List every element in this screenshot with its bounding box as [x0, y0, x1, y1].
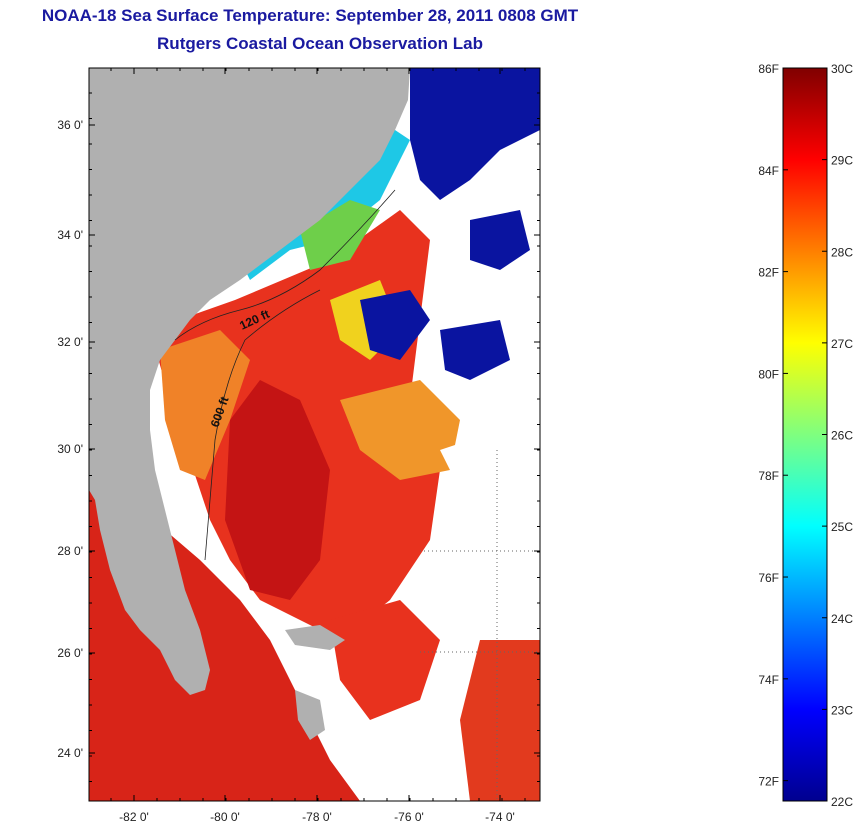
celsius-tick-label: 26C: [831, 429, 853, 443]
land-mass: [89, 68, 410, 695]
lat-tick-label: 26 0': [57, 646, 83, 660]
celsius-tick-label: 30C: [831, 62, 853, 76]
white-cloud-patch-2: [430, 520, 540, 640]
fahrenheit-tick-label: 72F: [758, 775, 779, 789]
lat-tick-label: 34 0': [57, 228, 83, 242]
white-cloud-patch: [440, 440, 480, 480]
map-frame: [88, 67, 541, 802]
fahrenheit-tick-label: 86F: [758, 62, 779, 76]
lat-tick-label: 24 0': [57, 746, 83, 760]
green-shelf-water: [300, 200, 380, 270]
map-subtitle: Rutgers Coastal Ocean Observation Lab: [157, 34, 483, 53]
fahrenheit-tick-label: 82F: [758, 266, 779, 280]
fahrenheit-tick-label: 76F: [758, 571, 779, 585]
cold-patch-2: [470, 210, 530, 270]
orange-shelf-water: [160, 330, 250, 480]
celsius-tick-label: 29C: [831, 154, 853, 168]
colorbar-gradient: [782, 67, 828, 802]
fahrenheit-tick-label: 84F: [758, 164, 779, 178]
colorbar-axes: 30C 29C 28C 27C 26C 25C 24C 23C 22C 86F 84F 82F 80F 7…: [758, 62, 853, 809]
fahrenheit-tick-label: 74F: [758, 673, 779, 687]
southeast-warm-water: [460, 630, 540, 801]
depth-contour-120ft: [174, 189, 396, 341]
celsius-tick-label: 24C: [831, 612, 853, 626]
bahamas-warm-water: [330, 600, 440, 720]
celsius-tick-label: 23C: [831, 703, 853, 717]
lat-tick-label: 32 0': [57, 335, 83, 349]
fahrenheit-tick-label: 80F: [758, 367, 779, 381]
cold-northern-water: [410, 68, 540, 200]
orange-offshore-water: [340, 380, 460, 480]
celsius-tick-label: 22C: [831, 795, 853, 809]
celsius-tick-label: 27C: [831, 337, 853, 351]
lon-tick-label: -76 0': [394, 810, 424, 824]
depth-contour-600ft: [204, 289, 321, 561]
cold-patch-3: [440, 320, 510, 380]
hot-water-core: [225, 380, 330, 600]
lat-tick-label: 28 0': [57, 544, 83, 558]
celsius-tick-label: 25C: [831, 520, 853, 534]
lat-tick-label: 30 0': [57, 442, 83, 456]
lat-tick-label: 36 0': [57, 118, 83, 132]
lon-tick-label: -82 0': [119, 810, 149, 824]
bahamas-grand-island: [285, 625, 345, 650]
map-axes: 36 0' 34 0' 32 0' 30 0' 28 0' 26 0' 24 0' -82 0…: [57, 68, 540, 824]
andros-island: [295, 690, 325, 740]
cold-patch: [360, 290, 430, 360]
lon-tick-label: -80 0': [210, 810, 240, 824]
celsius-tick-label: 28C: [831, 245, 853, 259]
lon-tick-label: -74 0': [485, 810, 515, 824]
fahrenheit-tick-label: 78F: [758, 469, 779, 483]
map-content: 120 ft 600 ft: [89, 68, 540, 801]
lon-tick-label: -78 0': [302, 810, 332, 824]
map-title: NOAA-18 Sea Surface Temperature: Septemb…: [41, 6, 579, 25]
